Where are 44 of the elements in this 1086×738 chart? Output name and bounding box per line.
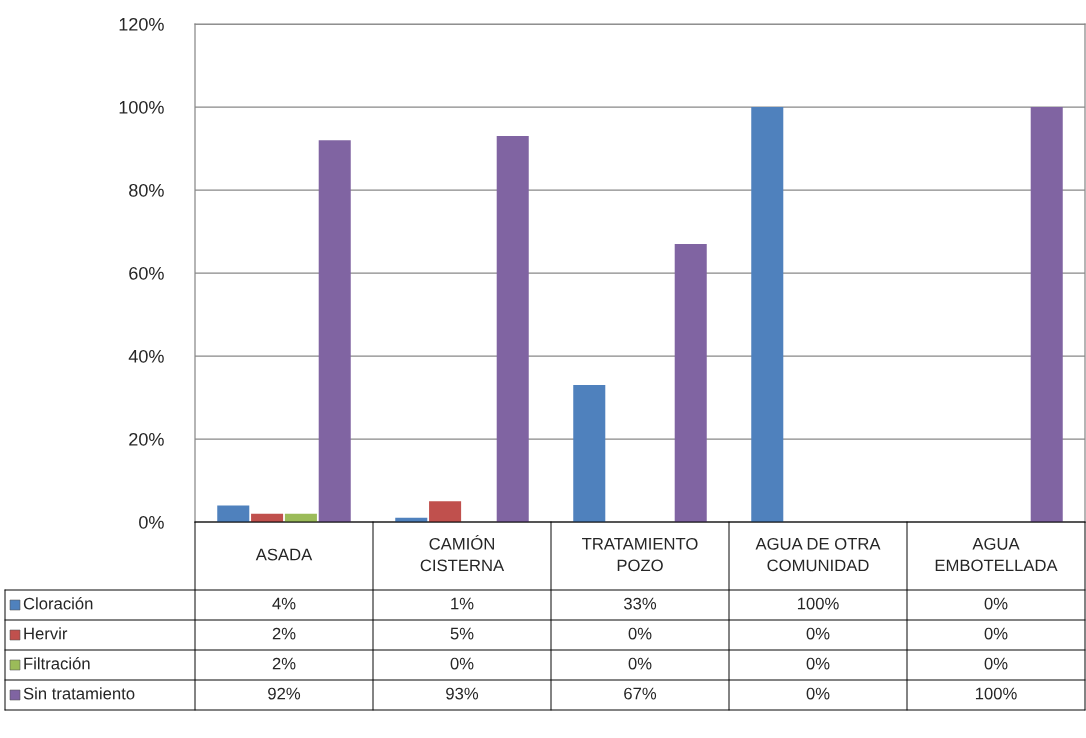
data-label: 0% bbox=[628, 627, 652, 640]
bar bbox=[429, 501, 462, 522]
bar bbox=[318, 140, 351, 522]
data-label: 92% bbox=[268, 687, 301, 700]
y-tick-label: 80% bbox=[129, 183, 164, 197]
data-label: 2% bbox=[272, 627, 296, 640]
legend-label: Cloración bbox=[23, 597, 93, 610]
legend-label: Filtración bbox=[24, 657, 90, 670]
y-tick-label: 120% bbox=[119, 17, 164, 31]
y-tick-label: 20% bbox=[129, 432, 164, 446]
bar bbox=[751, 107, 784, 522]
data-label: 0% bbox=[806, 687, 830, 700]
data-label: 1% bbox=[451, 597, 474, 610]
y-tick-label: 60% bbox=[129, 266, 164, 280]
data-label: 0% bbox=[806, 627, 830, 640]
x-tick-label: CAMIÓN CISTERNA bbox=[420, 535, 505, 572]
data-label: 0% bbox=[984, 657, 1008, 670]
data-label: 0% bbox=[450, 657, 474, 670]
y-tick-label: 100% bbox=[119, 100, 164, 114]
x-tick-label: ASADA bbox=[255, 548, 313, 561]
bar bbox=[674, 243, 707, 522]
data-label: 2% bbox=[272, 657, 296, 670]
y-tick-label: 40% bbox=[128, 349, 164, 363]
data-label: 100% bbox=[975, 687, 1017, 700]
data-label: 0% bbox=[984, 597, 1008, 610]
legend-label: Hervir bbox=[24, 627, 68, 640]
data-label: 0% bbox=[628, 657, 652, 670]
x-tick-label: AGUA EMBOTELLADA bbox=[935, 537, 1058, 572]
data-label: 67% bbox=[624, 687, 657, 700]
data-label: 5% bbox=[450, 627, 474, 640]
data-label: 4% bbox=[272, 597, 296, 610]
data-label: 100% bbox=[797, 597, 839, 610]
x-tick-label: AGUA DE OTRA COMUNIDAD bbox=[755, 537, 881, 572]
data-label: 93% bbox=[446, 687, 479, 700]
legend-label: Sin tratamiento bbox=[23, 687, 135, 700]
data-label: 0% bbox=[806, 657, 830, 670]
data-label: 33% bbox=[623, 597, 657, 610]
bar bbox=[573, 385, 606, 522]
data-label: 0% bbox=[984, 627, 1008, 640]
x-tick-label: TRATAMIENTO POZO bbox=[582, 537, 698, 572]
bar bbox=[496, 136, 529, 522]
bar bbox=[1030, 107, 1063, 522]
y-tick-label: 0% bbox=[139, 515, 164, 529]
bar bbox=[217, 505, 250, 522]
